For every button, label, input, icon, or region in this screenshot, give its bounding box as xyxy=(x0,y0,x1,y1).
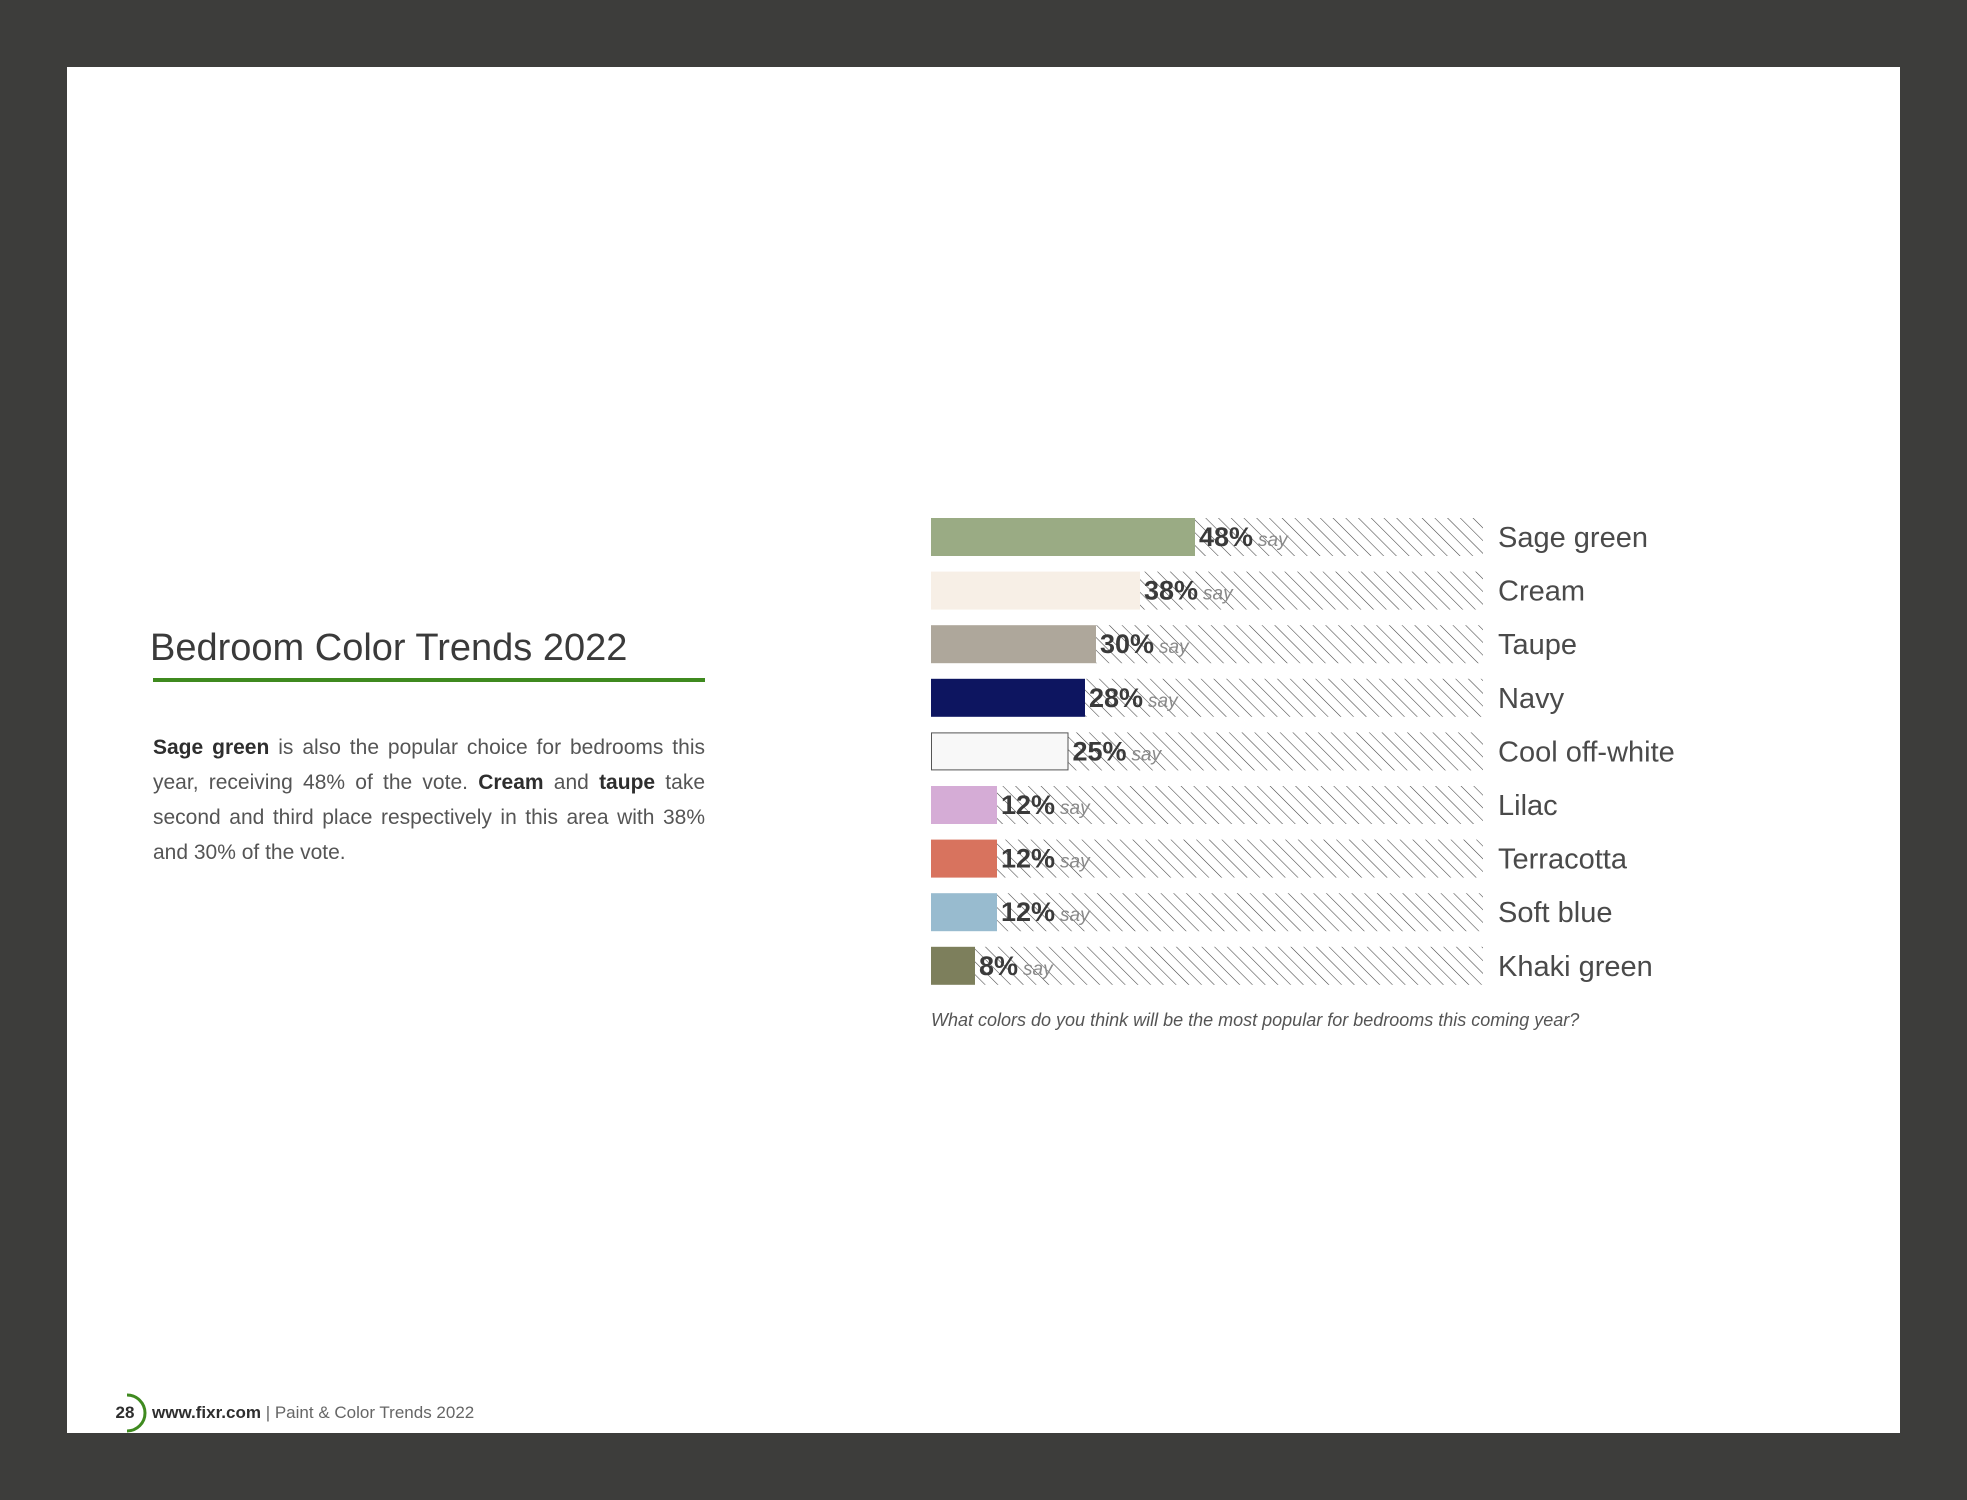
page-title: Bedroom Color Trends 2022 xyxy=(150,627,628,669)
category-label-cool-off-white: Cool off-white xyxy=(1498,736,1675,768)
bar-track-navy xyxy=(1085,678,1483,717)
bar-track-soft-blue xyxy=(997,893,1483,932)
value-label-navy: 28% xyxy=(1089,683,1143,713)
value-label-cream: 38% xyxy=(1144,576,1198,606)
value-label-sage-green: 48% xyxy=(1199,522,1253,552)
title-underline xyxy=(153,678,705,682)
footer-text: www.fixr.com | Paint & Color Trends 2022 xyxy=(152,1393,474,1433)
value-suffix: say xyxy=(1132,744,1163,765)
value-label-khaki-green: 8% xyxy=(979,951,1018,981)
category-label-taupe: Taupe xyxy=(1498,629,1577,661)
value-suffix: say xyxy=(1159,637,1190,658)
value-suffix: say xyxy=(1060,798,1091,819)
category-label-lilac: Lilac xyxy=(1498,790,1558,822)
page-number: 28 xyxy=(115,1403,135,1422)
body-paragraph: Sage green is also the popular choice fo… xyxy=(153,730,705,870)
bar-track-khaki-green xyxy=(975,946,1483,985)
value-label-soft-blue: 12% xyxy=(1001,897,1055,927)
bar-taupe xyxy=(931,625,1096,664)
value-suffix: say xyxy=(1258,530,1289,551)
bar-track-cool-off-white xyxy=(1068,732,1483,771)
bar-track-sage-green xyxy=(1195,518,1483,556)
bar-soft-blue xyxy=(931,893,997,932)
category-label-cream: Cream xyxy=(1498,576,1585,608)
page-number-ring-icon xyxy=(126,1393,147,1433)
footer-separator: | xyxy=(260,1403,275,1422)
bar-cool-off-white xyxy=(931,732,1069,771)
category-label-soft-blue: Soft blue xyxy=(1498,897,1612,929)
category-label-sage-green: Sage green xyxy=(1498,522,1648,554)
bar-track-taupe xyxy=(1096,625,1483,664)
value-suffix: say xyxy=(1023,959,1054,980)
body-run: take second and third place respectively… xyxy=(153,771,705,864)
value-label-lilac: 12% xyxy=(1001,790,1055,820)
category-label-khaki-green: Khaki green xyxy=(1498,951,1653,983)
value-label-cool-off-white: 25% xyxy=(1073,736,1127,766)
body-emphasis: Cream xyxy=(478,771,544,794)
body-emphasis: Sage green xyxy=(153,736,270,759)
value-suffix: say xyxy=(1148,691,1179,712)
value-suffix: say xyxy=(1060,905,1091,926)
bar-track-cream xyxy=(1140,571,1483,610)
body-emphasis: taupe xyxy=(599,771,656,794)
value-suffix: say xyxy=(1203,584,1234,605)
value-suffix: say xyxy=(1060,852,1091,873)
bar-terracotta xyxy=(931,839,997,878)
bar-cream xyxy=(931,571,1140,610)
value-label-taupe: 30% xyxy=(1100,629,1154,659)
footer-site: www.fixr.com xyxy=(152,1403,261,1422)
body-run: is also the popular choice for bedrooms … xyxy=(153,736,705,794)
category-label-terracotta: Terracotta xyxy=(1498,844,1628,876)
bar-track-lilac xyxy=(997,786,1483,824)
footer-publication: Paint & Color Trends 2022 xyxy=(274,1403,475,1422)
bar-track-terracotta xyxy=(997,839,1483,878)
body-run: and xyxy=(543,771,600,794)
bar-lilac xyxy=(931,786,997,824)
bar-sage-green xyxy=(931,518,1195,556)
report-page: Bedroom Color Trends 2022 Sage green is … xyxy=(67,67,1900,1433)
chart-caption: What colors do you think will be the mos… xyxy=(931,1010,1580,1030)
value-label-terracotta: 12% xyxy=(1001,844,1055,874)
bar-khaki-green xyxy=(931,946,975,985)
category-label-navy: Navy xyxy=(1498,683,1565,715)
bar-navy xyxy=(931,678,1085,717)
